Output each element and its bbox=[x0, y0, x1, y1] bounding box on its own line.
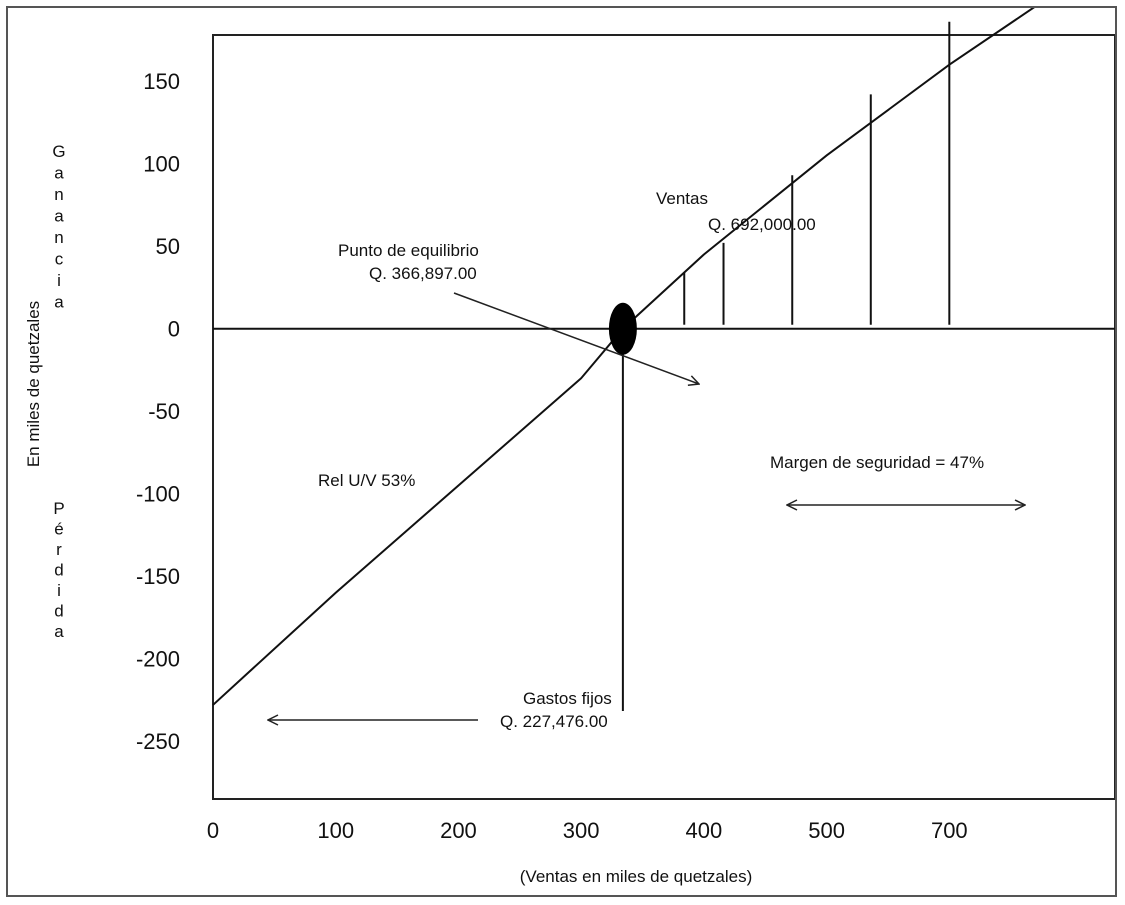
y-label-letter: c bbox=[55, 250, 64, 269]
y-label-letter: a bbox=[54, 207, 64, 226]
y-label-letter: d bbox=[54, 561, 63, 580]
safety-margin-bars bbox=[683, 21, 951, 325]
y-label-letter: n bbox=[54, 185, 63, 204]
gastos-value: Q. 227,476.00 bbox=[500, 712, 608, 731]
x-tick-labels: 0 100 200 300 400 500 700 bbox=[207, 818, 968, 843]
x-tick-label: 0 bbox=[207, 818, 219, 843]
y-axis-label: En miles de quetzales bbox=[24, 301, 43, 467]
y-label-letter: P bbox=[53, 499, 64, 518]
x-tick-label: 400 bbox=[686, 818, 723, 843]
y-label-letter: i bbox=[57, 581, 61, 600]
y-tick-label: -150 bbox=[136, 564, 180, 589]
equilibrio-arrow bbox=[453, 292, 699, 384]
x-tick-label: 700 bbox=[931, 818, 968, 843]
y-tick-label: -50 bbox=[148, 399, 180, 424]
y-label-letter: i bbox=[57, 271, 61, 290]
series-line bbox=[212, 0, 1047, 706]
y-tick-label: -250 bbox=[136, 729, 180, 754]
y-tick-label: -200 bbox=[136, 647, 180, 672]
gastos-title: Gastos fijos bbox=[523, 689, 612, 708]
y-label-letter: a bbox=[54, 622, 64, 641]
x-tick-label: 500 bbox=[808, 818, 845, 843]
x-axis-label: (Ventas en miles de quetzales) bbox=[520, 867, 752, 886]
plot-area bbox=[212, 34, 1116, 800]
relacion-label: Rel U/V 53% bbox=[318, 471, 415, 490]
y-label-letter: a bbox=[54, 293, 64, 312]
y-tick-label: 100 bbox=[143, 152, 180, 177]
equilibrio-value: Q. 366,897.00 bbox=[369, 264, 477, 283]
x-tick-label: 200 bbox=[440, 818, 477, 843]
y-label-letter: G bbox=[52, 142, 65, 161]
y-label-letter: n bbox=[54, 228, 63, 247]
ventas-value: Q. 692,000.00 bbox=[708, 215, 816, 234]
chart-frame: 150 100 50 0 -50 -100 -150 -200 -250 0 100 200 300 4… bbox=[6, 0, 1117, 897]
y-label-letter: é bbox=[54, 520, 63, 539]
y-label-letter: d bbox=[54, 602, 63, 621]
ventas-title: Ventas bbox=[656, 189, 708, 208]
y-tick-labels: 150 100 50 0 -50 -100 -150 -200 -250 bbox=[136, 69, 180, 754]
x-tick-label: 100 bbox=[317, 818, 354, 843]
y-tick-label: 150 bbox=[143, 69, 180, 94]
breakeven-point-marker bbox=[608, 302, 637, 355]
y-label-letter: r bbox=[56, 540, 62, 559]
y-tick-label: 50 bbox=[156, 234, 180, 259]
x-tick-label: 300 bbox=[563, 818, 600, 843]
margen-label: Margen de seguridad = 47% bbox=[770, 453, 984, 472]
equilibrio-title: Punto de equilibrio bbox=[338, 241, 479, 260]
y-label-letter: a bbox=[54, 164, 64, 183]
y-tick-label: 0 bbox=[168, 317, 180, 342]
y-tick-label: -100 bbox=[136, 482, 180, 507]
